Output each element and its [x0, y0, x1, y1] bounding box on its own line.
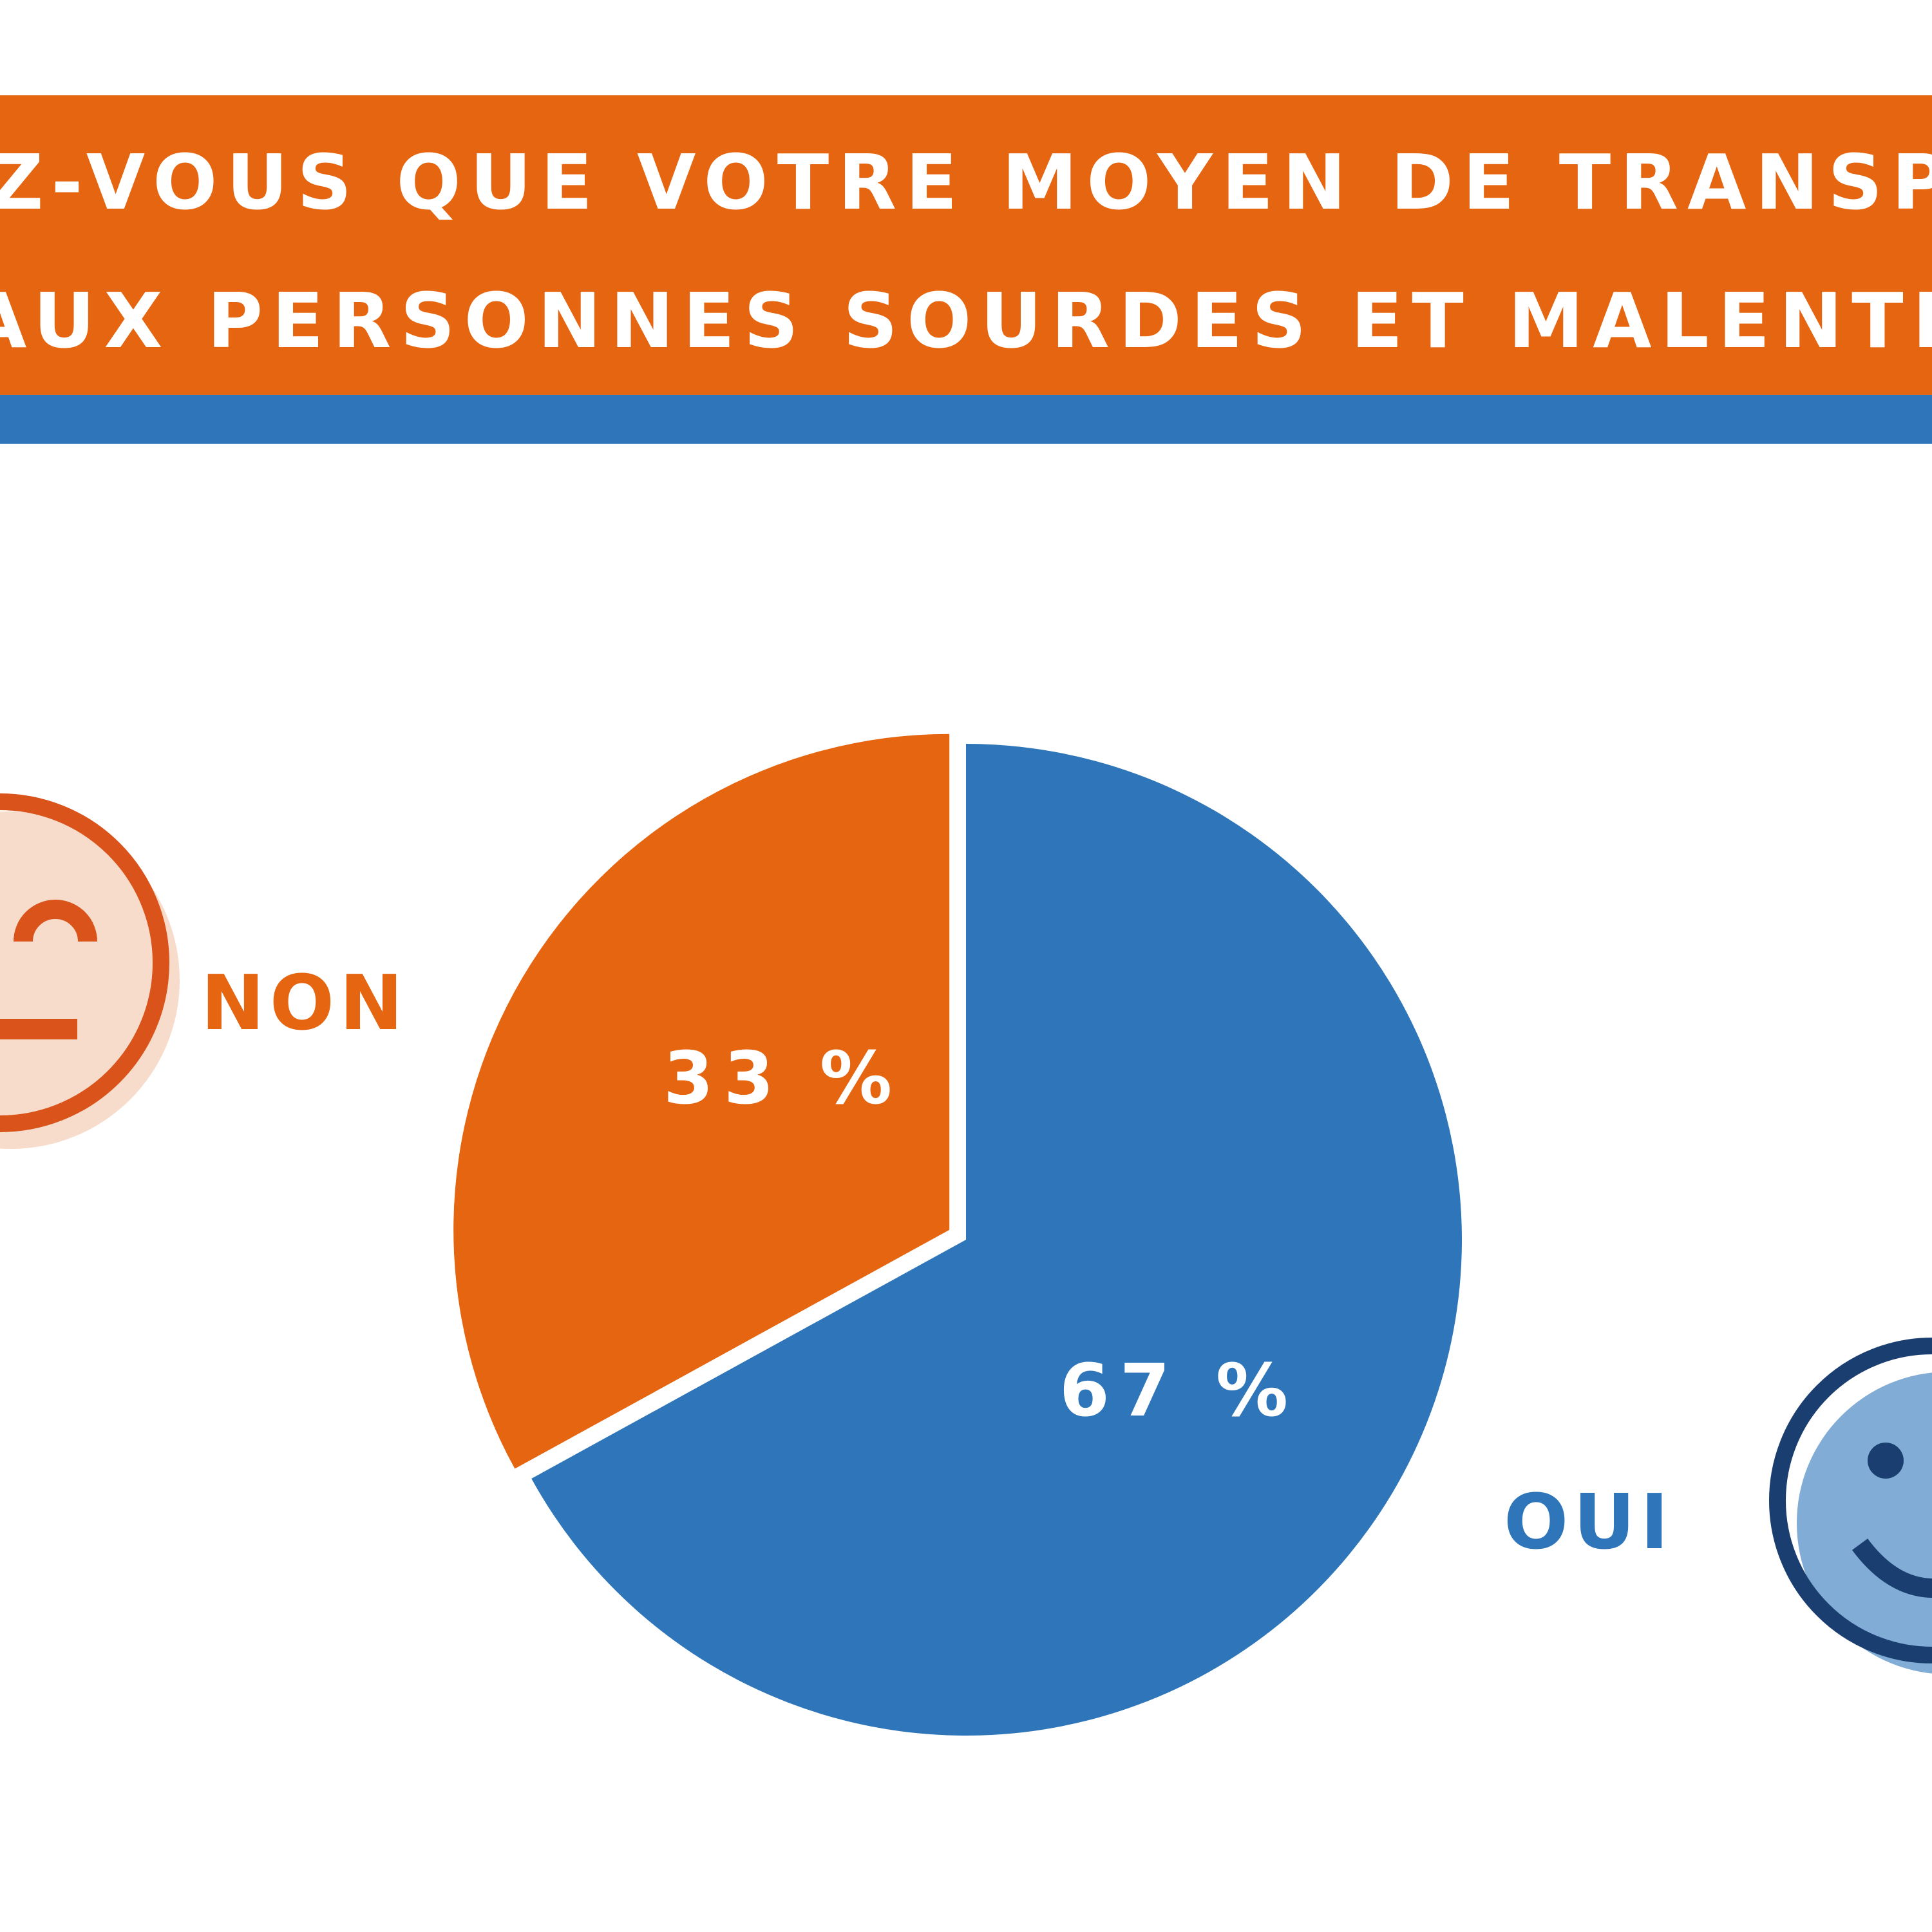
happy-face-icon — [1769, 1338, 1932, 1674]
title-banner: Z-VOUS QUE VOTRE MOYEN DE TRANSPORT SOIT… — [0, 95, 1932, 395]
slice-value-oui: 67 % — [1059, 1349, 1299, 1433]
slice-value-non: 33 % — [663, 1037, 903, 1121]
pie-slice-oui — [531, 744, 1462, 1736]
neutral-face-icon — [0, 793, 180, 1149]
pie-slice-non — [453, 734, 950, 1469]
legend-label-non: NON — [201, 958, 408, 1047]
legend-label-oui: OUI — [1504, 1477, 1674, 1566]
title-line-2: AUX PERSONNES SOURDES ET MALENTENDANTES — [0, 276, 1932, 365]
title-line-1: Z-VOUS QUE VOTRE MOYEN DE TRANSPORT SOIT — [0, 138, 1932, 227]
blue-stripe — [0, 395, 1932, 444]
